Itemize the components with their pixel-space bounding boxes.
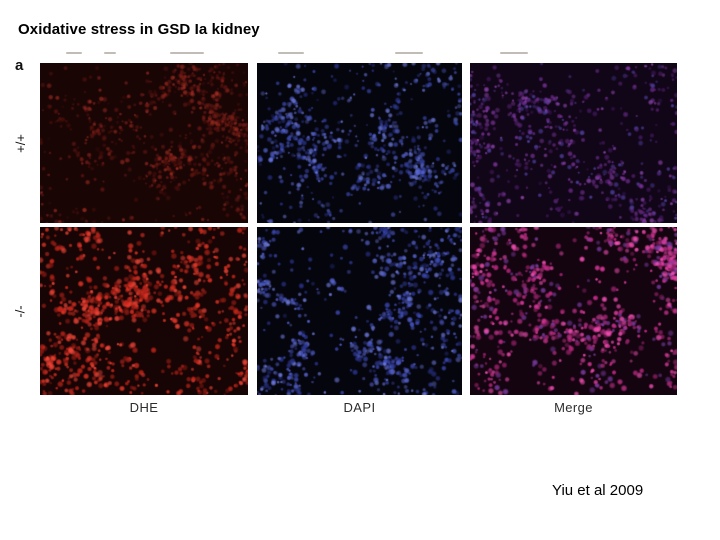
artifact-smudge (500, 52, 528, 54)
row-label-wildtype: +/+ (6, 63, 34, 223)
artifact-smudge (395, 52, 423, 54)
artifact-smudge (170, 52, 204, 54)
artifact-smudge (278, 52, 304, 54)
column-label-dhe: DHE (129, 400, 159, 415)
micrograph-wildtype-dapi (257, 63, 462, 223)
row-label-knockout: -/- (6, 227, 34, 395)
row-label-wildtype-text: +/+ (12, 133, 28, 153)
artifact-smudge (66, 52, 82, 54)
slide-title: Oxidative stress in GSD Ia kidney (18, 21, 260, 38)
column-label-merge: Merge (554, 400, 593, 415)
micrograph-wildtype-merge (470, 63, 677, 223)
row-label-knockout-text: -/- (12, 304, 28, 318)
micrograph-knockout-dhe (40, 227, 248, 395)
micrograph-knockout-merge (470, 227, 677, 395)
micrograph-wildtype-dhe (40, 63, 248, 223)
figure-panel-label: a (15, 57, 24, 74)
column-label-dapi: DAPI (343, 400, 376, 415)
citation: Yiu et al 2009 (552, 482, 644, 499)
artifact-smudge (104, 52, 116, 54)
micrograph-knockout-dapi (257, 227, 462, 395)
